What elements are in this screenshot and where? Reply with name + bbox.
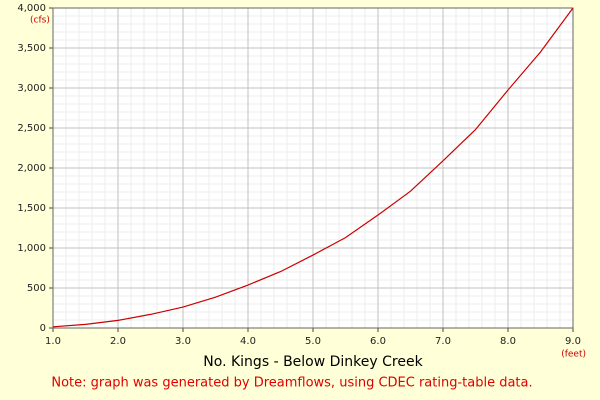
y-tick-label: 3,500 xyxy=(17,43,46,54)
x-tick-label: 4.0 xyxy=(240,336,256,347)
y-unit: (cfs) xyxy=(30,16,50,26)
x-tick-label: 3.0 xyxy=(175,336,191,347)
plot-frame xyxy=(52,7,574,329)
y-tick-label: 2,500 xyxy=(17,123,46,134)
x-tick-label: 6.0 xyxy=(370,336,386,347)
x-tick-label: 8.0 xyxy=(500,336,516,347)
y-tick-label: 1,500 xyxy=(17,203,46,214)
chart-title: No. Kings - Below Dinkey Creek xyxy=(203,354,423,370)
line xyxy=(52,7,574,328)
y-tick-label: 2,000 xyxy=(17,163,46,174)
x-tick-label: 2.0 xyxy=(110,336,126,347)
x-tick-label: 9.0 xyxy=(565,336,581,347)
x-tick-label: 5.0 xyxy=(305,336,321,347)
y-tick-label: 0 xyxy=(40,323,46,334)
y-tick-label: 1,000 xyxy=(17,243,46,254)
x-unit: (feet) xyxy=(561,350,586,360)
x-tick-label: 7.0 xyxy=(435,336,451,347)
x-tick-label: 1.0 xyxy=(45,336,61,347)
y-tick-label: 500 xyxy=(27,283,46,294)
y-tick-label: 3,000 xyxy=(17,83,46,94)
y-tick-label: 4,000 xyxy=(17,3,46,14)
note: Note: graph was generated by Dreamflows,… xyxy=(51,376,532,391)
